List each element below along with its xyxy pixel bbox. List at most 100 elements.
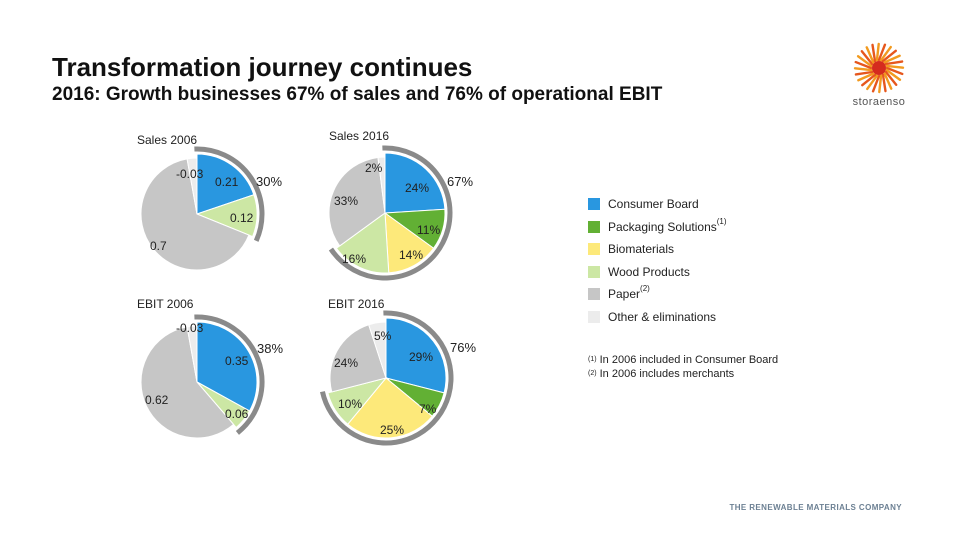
pie-slice-biomaterials bbox=[384, 211, 435, 274]
highlight-arc bbox=[320, 310, 454, 446]
highlight-label: 38% bbox=[257, 341, 283, 356]
legend-label: Consumer Board bbox=[608, 197, 699, 211]
slice-label-other: -0.03 bbox=[176, 321, 204, 335]
page-title: Transformation journey continues bbox=[52, 52, 473, 82]
legend-swatch bbox=[588, 288, 600, 300]
pie-slice-consumer-board bbox=[384, 152, 446, 214]
highlight-arc bbox=[194, 314, 265, 435]
slice-label-consumer-board: 0.21 bbox=[215, 175, 239, 189]
footer-bar bbox=[0, 494, 960, 522]
legend-footnote-mark: (2) bbox=[640, 284, 650, 293]
logo-ray bbox=[881, 49, 897, 63]
pie-slice-consumer-board bbox=[385, 317, 447, 394]
pie-slice-other-eliminations bbox=[368, 321, 387, 379]
legend-swatch bbox=[588, 310, 600, 323]
logo-ray bbox=[854, 70, 874, 76]
logo-ray bbox=[871, 74, 881, 93]
slice-label-wood-products: 16% bbox=[342, 252, 366, 266]
slice-label-wood-products: 0.12 bbox=[230, 211, 254, 225]
pie-slice-other-eliminations bbox=[186, 325, 198, 383]
logo-ray bbox=[860, 50, 874, 66]
logo-ray bbox=[866, 74, 879, 91]
logo-ray bbox=[861, 73, 877, 87]
highlight-label: 76% bbox=[450, 340, 476, 355]
ebit-2016-chart: EBIT 2016 76% 5% 29% 24% 10% 7% 25% bbox=[320, 297, 476, 446]
slice-label-packaging: 7% bbox=[419, 402, 437, 416]
slice-label-other: -0.03 bbox=[176, 167, 204, 181]
slice-label-biomaterials: 25% bbox=[380, 423, 404, 437]
logo-ray bbox=[884, 60, 904, 66]
legend-swatch bbox=[588, 220, 600, 233]
slice-label-wood-products: 0.06 bbox=[225, 407, 249, 421]
footnote: (1) In 2006 included in Consumer Board bbox=[588, 354, 779, 366]
chart-title: EBIT 2006 bbox=[137, 297, 194, 311]
slice-label-paper: 24% bbox=[334, 356, 358, 370]
pie-slice-wood-products bbox=[335, 212, 390, 274]
pie-slice-paper bbox=[140, 158, 250, 271]
logo-ray bbox=[879, 45, 892, 62]
pie-slice-wood-products bbox=[195, 194, 258, 238]
highlight-label: 30% bbox=[256, 174, 282, 189]
logo-ray bbox=[853, 67, 873, 72]
legend-label: Paper bbox=[608, 287, 641, 301]
page-subtitle: 2016: Growth businesses 67% of sales and… bbox=[52, 84, 663, 105]
slice-label-packaging: 11% bbox=[417, 223, 440, 237]
sales-2016-chart: Sales 2016 67% 2% 24% 33% 11% 14% 16% bbox=[328, 129, 473, 281]
slice-label-other: 5% bbox=[374, 329, 392, 343]
slice-label-paper: 33% bbox=[334, 194, 358, 208]
pie-slice-consumer-board bbox=[196, 153, 255, 215]
pie-slice-paper bbox=[328, 156, 386, 247]
footnotes: (1) In 2006 included in Consumer Board (… bbox=[588, 353, 778, 381]
highlight-arc bbox=[328, 145, 453, 281]
highlight-label: 67% bbox=[447, 174, 473, 189]
slice-label-consumer-board: 24% bbox=[405, 181, 429, 195]
logo-ray bbox=[875, 42, 880, 62]
legend-footnote-mark: (1) bbox=[716, 216, 727, 226]
pie-slice-other-eliminations bbox=[377, 156, 386, 214]
ebit-2006-chart: EBIT 2006 38% -0.03 0.35 0.62 0.06 bbox=[137, 297, 283, 439]
sales-2006-chart: Sales 2006 30% 0.21 0.12 0.7 -0.03 bbox=[137, 133, 282, 271]
logo-ray bbox=[854, 60, 873, 70]
legend-label: Other & eliminations bbox=[608, 309, 717, 324]
legend-swatch bbox=[588, 243, 600, 255]
pie-slice-biomaterials bbox=[347, 377, 433, 439]
logo-ray bbox=[877, 43, 887, 62]
pie-slice-other-eliminations bbox=[186, 157, 198, 215]
slice-label-paper: 0.7 bbox=[150, 239, 167, 253]
logo-ray bbox=[883, 72, 893, 90]
legend-label: Biomaterials bbox=[608, 242, 675, 256]
slice-label-biomaterials: 14% bbox=[399, 248, 423, 262]
logo-ray bbox=[878, 74, 883, 94]
pie-slice-paper bbox=[329, 324, 387, 393]
chart-title: EBIT 2016 bbox=[328, 297, 385, 311]
highlight-arc bbox=[194, 146, 265, 242]
logo-ray bbox=[885, 66, 904, 76]
logo-ray bbox=[881, 73, 887, 93]
logo-ray bbox=[871, 43, 877, 63]
logo-ray bbox=[885, 64, 905, 69]
chart-title: Sales 2006 bbox=[137, 133, 197, 147]
legend-swatch bbox=[588, 265, 600, 278]
logo-ray bbox=[857, 72, 875, 82]
pie-slice-wood-products bbox=[196, 381, 251, 429]
legend-label: Wood Products bbox=[608, 264, 690, 279]
legend-label: Packaging Solutions bbox=[608, 219, 717, 234]
logo-ray bbox=[883, 54, 901, 64]
storaenso-logo-icon bbox=[853, 42, 905, 94]
logo-ray bbox=[884, 70, 898, 86]
slice-label-other: 2% bbox=[365, 161, 383, 175]
pie-slice-paper bbox=[140, 326, 235, 439]
slice-label-consumer-board: 0.35 bbox=[225, 354, 249, 368]
pie-slice-consumer-board bbox=[196, 321, 258, 412]
slice-label-wood-products: 10% bbox=[338, 397, 362, 411]
logo-wordmark: storaenso bbox=[852, 96, 906, 108]
logo-ray bbox=[865, 46, 875, 64]
slice-label-paper: 0.62 bbox=[145, 393, 169, 407]
logo-ray bbox=[856, 55, 873, 68]
chart-title: Sales 2016 bbox=[329, 129, 389, 143]
logo-ray bbox=[885, 68, 902, 81]
slice-label-consumer-board: 29% bbox=[409, 350, 433, 364]
footnote: (2) In 2006 includes merchants bbox=[588, 368, 735, 380]
tagline: THE RENEWABLE MATERIALS COMPANY bbox=[729, 503, 902, 512]
